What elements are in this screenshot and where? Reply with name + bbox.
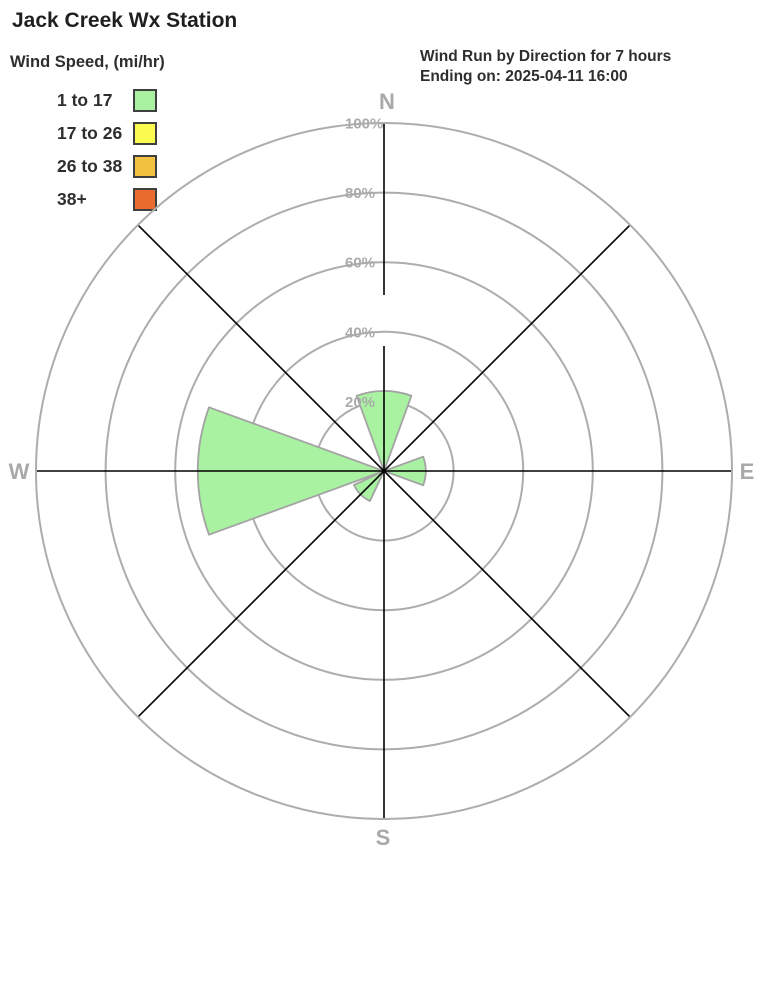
ring-label-40: 40% [345, 324, 375, 341]
legend-swatch-orange [133, 155, 157, 178]
chart-header-line2: Ending on: 2025-04-11 16:00 [420, 68, 628, 85]
ring-label-100: 100% [345, 116, 383, 133]
cardinal-label-w: W [9, 459, 30, 484]
legend-item: 17 to 26 [57, 117, 157, 150]
legend-item-label: 17 to 26 [57, 123, 123, 143]
page-title: Jack Creek Wx Station [12, 9, 238, 32]
legend-swatch-yellow [133, 122, 157, 145]
grid-ring-100 [35, 122, 733, 820]
legend-item-label: 38+ [57, 189, 87, 209]
cardinal-label-n: N [379, 89, 395, 114]
axis-line-ne-sw [138, 225, 630, 717]
cardinal-label-e: E [740, 459, 755, 484]
ring-label-60: 60% [345, 255, 375, 272]
legend-item: 38+ [57, 183, 157, 216]
legend-swatch-red-orange [133, 188, 157, 211]
ring-label-20: 20% [345, 394, 375, 411]
legend-item: 26 to 38 [57, 150, 157, 183]
ring-label-80: 80% [345, 185, 375, 202]
legend-item: 1 to 17 [57, 84, 157, 117]
legend-item-label: 1 to 17 [57, 90, 113, 110]
chart-header: Wind Run by Direction for 7 hours Ending… [420, 47, 671, 87]
legend-swatch-green [133, 89, 157, 112]
legend-title: Wind Speed, (mi/hr) [10, 53, 165, 71]
chart-header-line1: Wind Run by Direction for 7 hours [420, 48, 672, 65]
wind-speed-legend: 1 to 17 17 to 26 26 to 38 38+ [57, 84, 157, 216]
legend-item-label: 26 to 38 [57, 156, 123, 176]
cardinal-label-s: S [376, 825, 391, 850]
